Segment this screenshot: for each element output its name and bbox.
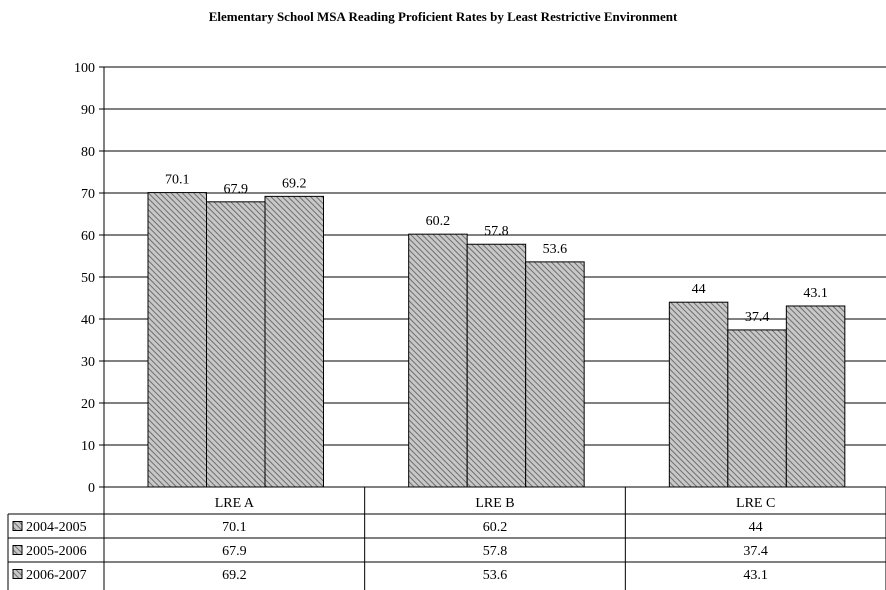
bar [668,301,729,488]
bar [466,243,527,488]
bar [147,192,207,488]
x-category-label: LRE C [736,496,775,511]
table-cell: 43.1 [743,568,768,583]
y-tick-label: 10 [81,439,95,454]
x-category-label: LRE B [475,496,514,511]
table-cell: 69.2 [222,568,247,583]
bar [525,261,585,488]
y-tick-label: 70 [81,187,95,202]
y-tick-label: 100 [74,61,95,76]
y-tick-label: 60 [81,229,95,244]
legend-swatch [12,569,23,579]
bar [727,329,787,488]
bar-data-label: 60.2 [426,214,451,229]
legend-swatch [12,521,23,531]
table-cell: 67.9 [222,544,247,559]
bar [206,201,266,488]
bar-data-label: 44 [692,282,706,297]
bar-data-label: 57.8 [484,224,509,239]
table-cell: 57.8 [483,544,508,559]
table-cell: 44 [749,520,763,535]
bar-data-label: 70.1 [165,173,190,188]
bar-data-label: 53.6 [543,242,568,257]
y-tick-label: 0 [88,481,95,496]
bar-data-label: 43.1 [803,286,828,301]
y-tick-label: 40 [81,313,95,328]
chart-title: Elementary School MSA Reading Proficient… [208,9,678,24]
bar-data-label: 69.2 [282,176,307,191]
bar-data-label: 37.4 [745,310,770,325]
y-tick-label: 20 [81,397,95,412]
table-cell: 53.6 [483,568,508,583]
legend-label: 2005-2006 [26,544,87,559]
table-cell: 70.1 [222,520,247,535]
table-cell: 37.4 [743,544,768,559]
y-tick-label: 90 [81,103,95,118]
bar-data-label: 67.9 [224,182,249,197]
bar [785,305,846,488]
bar [408,233,468,488]
x-category-label: LRE A [215,496,255,511]
legend-swatch [12,545,23,555]
y-tick-label: 80 [81,145,95,160]
legend-label: 2006-2007 [26,568,87,583]
table-cell: 60.2 [483,520,508,535]
y-tick-label: 50 [81,271,95,286]
bar [264,195,324,488]
y-tick-label: 30 [81,355,95,370]
legend-label: 2004-2005 [26,520,87,535]
